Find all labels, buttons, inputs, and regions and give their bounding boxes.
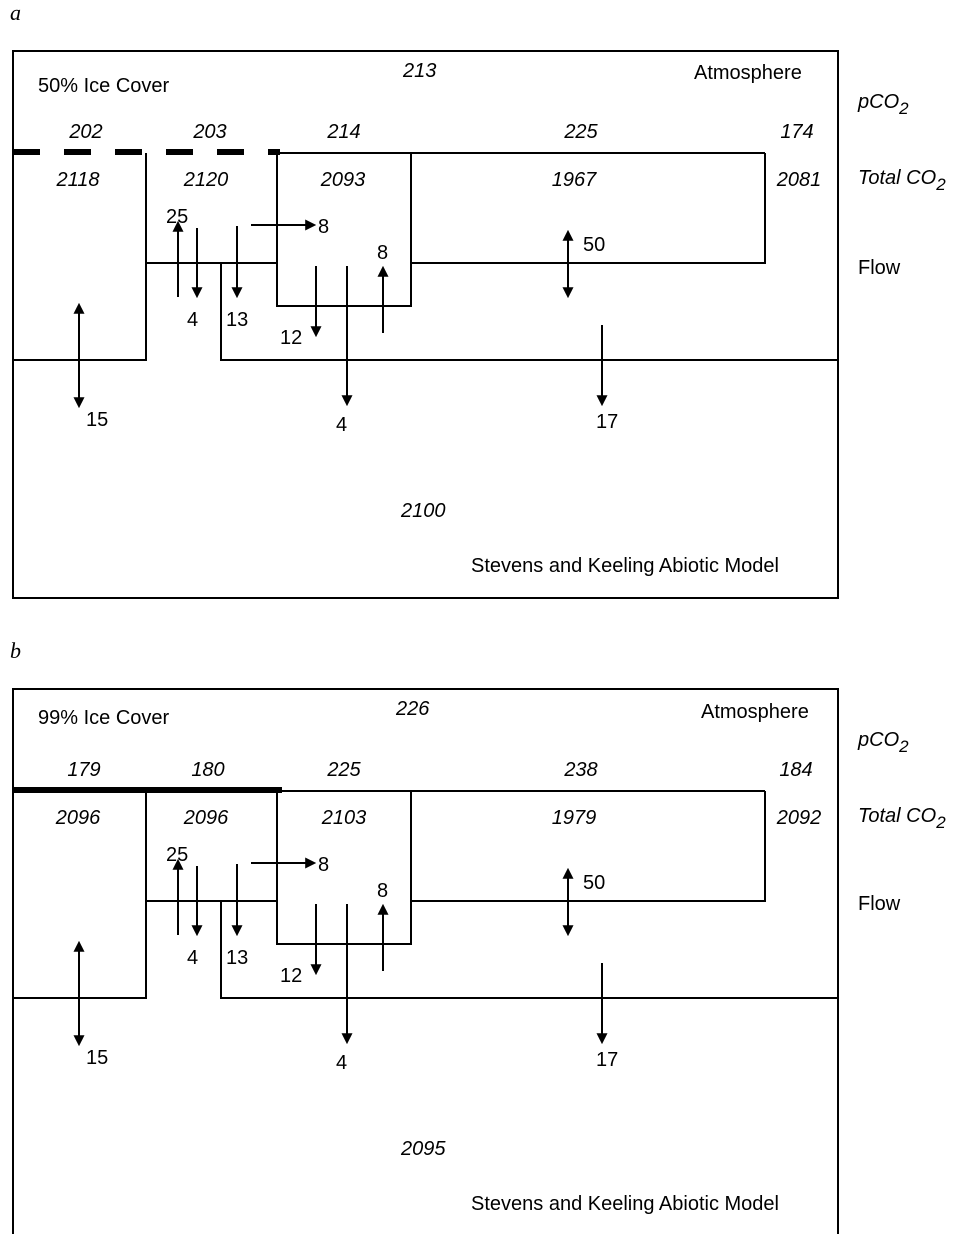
totalco2-box-4: 1967 bbox=[552, 169, 597, 191]
pco2-box-4: 225 bbox=[563, 121, 598, 143]
panel-a: a 50% Ice Cover 213 Atmosphere 202 203 2… bbox=[10, 0, 946, 599]
totalco2-box-2: 2096 bbox=[183, 807, 229, 829]
atm-pco2: 213 bbox=[402, 60, 436, 82]
flow-value-4a: 4 bbox=[187, 309, 198, 331]
panel-b: b 99% Ice Cover 226 Atmosphere 179 180 2… bbox=[10, 638, 946, 1234]
box-boundary-1 bbox=[13, 791, 147, 999]
atmosphere-label: Atmosphere bbox=[694, 62, 802, 84]
flow-value-13: 13 bbox=[226, 947, 248, 969]
ice-cover-label: 99% Ice Cover bbox=[38, 707, 170, 729]
pco2-box-5: 174 bbox=[780, 121, 813, 143]
flow-value-12: 12 bbox=[280, 327, 302, 349]
flow-value-8-up: 8 bbox=[377, 880, 388, 902]
flow-value-50: 50 bbox=[583, 872, 605, 894]
side-label-totalco2: Total CO2 bbox=[858, 167, 946, 194]
side-label-flow: Flow bbox=[858, 893, 901, 915]
atm-pco2: 226 bbox=[395, 698, 430, 720]
pco2-box-1: 202 bbox=[68, 121, 102, 143]
totalco2-box-5: 2092 bbox=[776, 807, 822, 829]
model-label: Stevens and Keeling Abiotic Model bbox=[471, 1193, 779, 1215]
flow-value-17: 17 bbox=[596, 411, 618, 433]
box-boundary-1 bbox=[13, 153, 147, 361]
flow-value-12: 12 bbox=[280, 965, 302, 987]
box-boundary-5 bbox=[220, 901, 838, 999]
model-label: Stevens and Keeling Abiotic Model bbox=[471, 555, 779, 577]
flow-value-25: 25 bbox=[166, 206, 188, 228]
deep-totalco2: 2095 bbox=[400, 1138, 446, 1160]
side-label-pco2: pCO2 bbox=[857, 91, 909, 118]
box-boundary-3 bbox=[276, 153, 412, 307]
atmosphere-label: Atmosphere bbox=[701, 701, 809, 723]
flow-value-25: 25 bbox=[166, 844, 188, 866]
totalco2-box-5: 2081 bbox=[776, 169, 822, 191]
panel-letter: a bbox=[10, 0, 21, 25]
pco2-box-2: 180 bbox=[191, 759, 224, 781]
flow-value-4b: 4 bbox=[336, 414, 347, 436]
totalco2-box-1: 2096 bbox=[55, 807, 101, 829]
totalco2-box-1: 2118 bbox=[55, 169, 99, 191]
flow-value-4b: 4 bbox=[336, 1052, 347, 1074]
panel-frame bbox=[12, 688, 839, 1234]
flow-value-50: 50 bbox=[583, 234, 605, 256]
flow-value-8-right: 8 bbox=[318, 854, 329, 876]
flow-value-15: 15 bbox=[86, 1047, 108, 1069]
totalco2-box-4: 1979 bbox=[552, 807, 597, 829]
flow-value-13: 13 bbox=[226, 309, 248, 331]
box-boundary-3 bbox=[276, 791, 412, 945]
totalco2-box-3: 2093 bbox=[320, 169, 366, 191]
deep-totalco2: 2100 bbox=[400, 500, 446, 522]
flow-value-17: 17 bbox=[596, 1049, 618, 1071]
totalco2-box-2: 2120 bbox=[183, 169, 229, 191]
flow-value-4a: 4 bbox=[187, 947, 198, 969]
pco2-box-4: 238 bbox=[563, 759, 597, 781]
panel-letter: b bbox=[10, 638, 21, 663]
panel-frame bbox=[12, 50, 839, 599]
pco2-box-3: 225 bbox=[326, 759, 361, 781]
box-boundary-4 bbox=[411, 791, 766, 902]
flow-value-8-up: 8 bbox=[377, 242, 388, 264]
pco2-box-2: 203 bbox=[192, 121, 226, 143]
side-label-pco2: pCO2 bbox=[857, 729, 909, 756]
flow-value-8-right: 8 bbox=[318, 216, 329, 238]
box-boundary-5 bbox=[220, 263, 838, 361]
pco2-box-1: 179 bbox=[67, 759, 100, 781]
side-label-flow: Flow bbox=[858, 257, 901, 279]
ice-cover-label: 50% Ice Cover bbox=[38, 75, 170, 97]
pco2-box-3: 214 bbox=[326, 121, 360, 143]
totalco2-box-3: 2103 bbox=[321, 807, 367, 829]
pco2-box-5: 184 bbox=[779, 759, 812, 781]
box-boundary-4 bbox=[411, 153, 766, 264]
side-label-totalco2: Total CO2 bbox=[858, 805, 946, 832]
flow-value-15: 15 bbox=[86, 409, 108, 431]
